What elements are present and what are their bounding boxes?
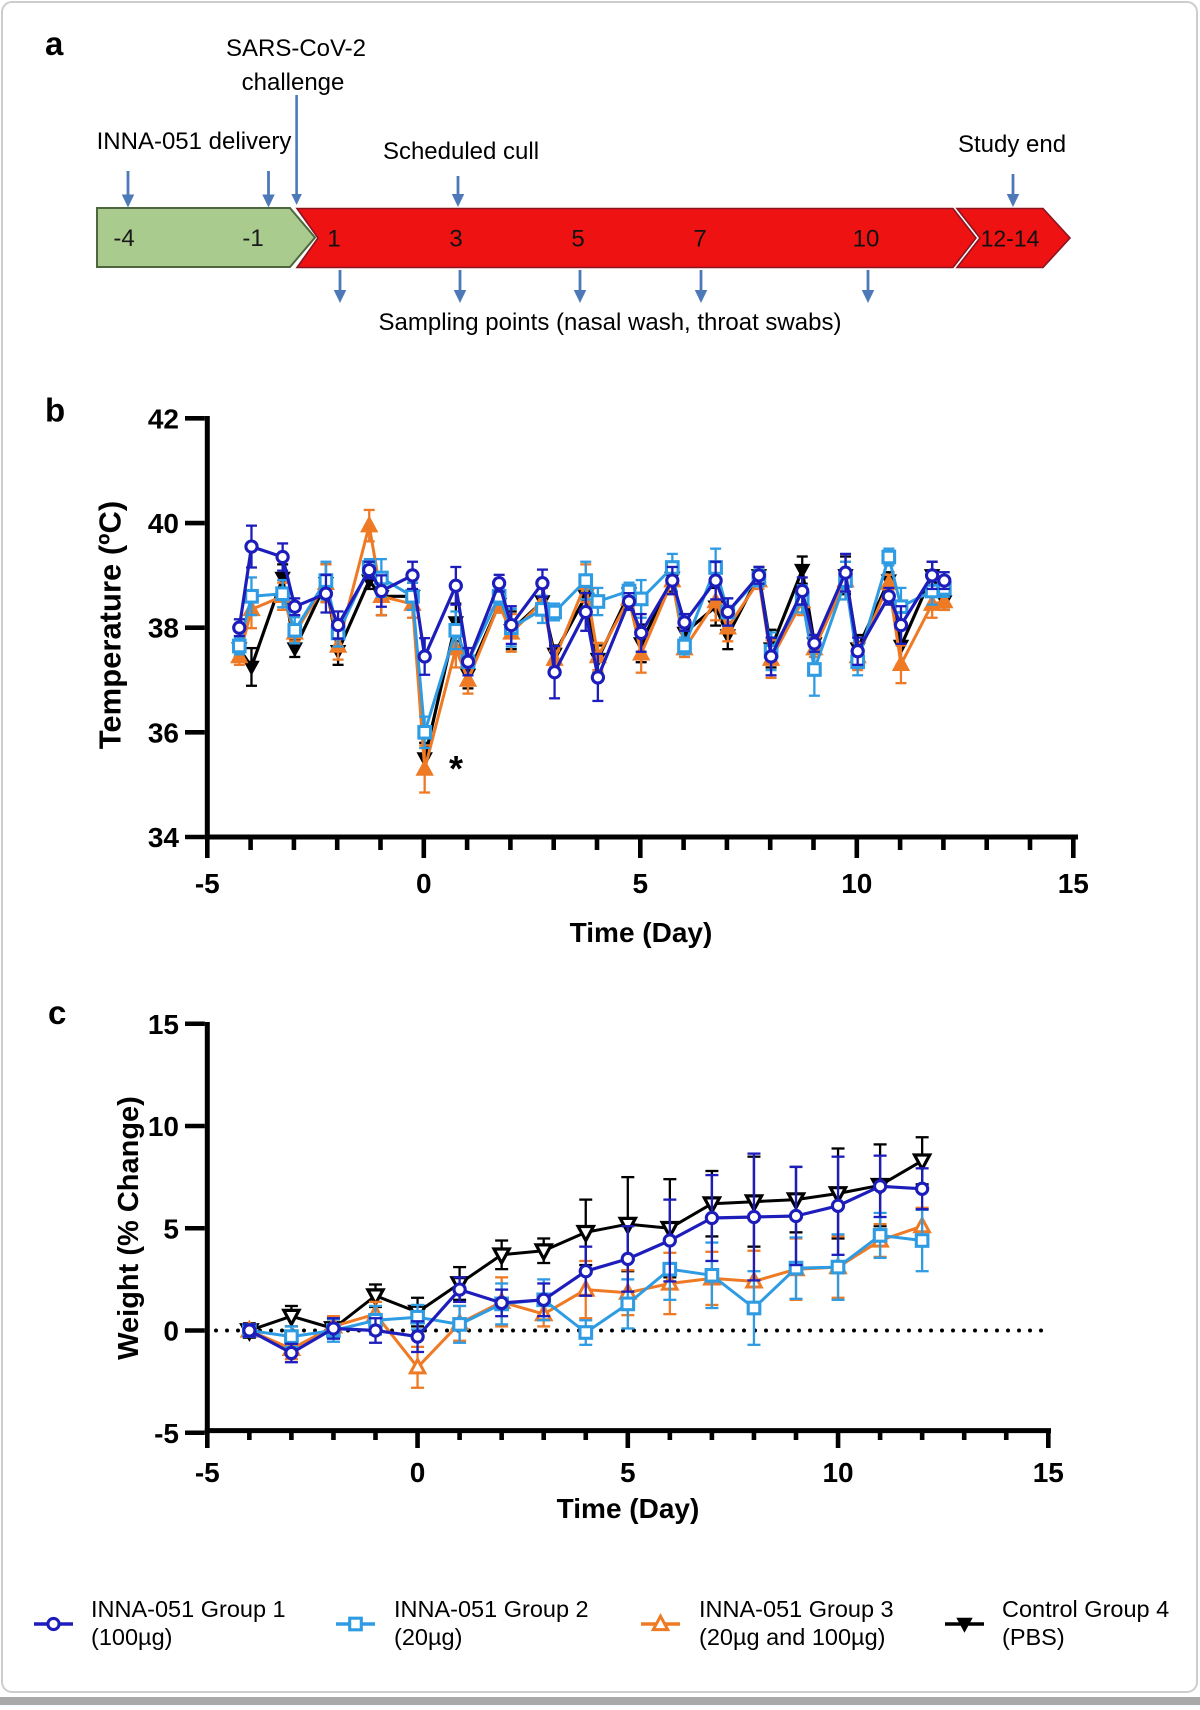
svg-text:INNA-051 Group 1: INNA-051 Group 1 xyxy=(91,1596,286,1622)
svg-text:Weight (% Change): Weight (% Change) xyxy=(113,1096,145,1360)
svg-text:0: 0 xyxy=(416,868,432,899)
svg-text:INNA-051 delivery: INNA-051 delivery xyxy=(97,128,292,155)
svg-text:7: 7 xyxy=(693,226,706,253)
svg-text:42: 42 xyxy=(148,403,179,434)
svg-text:15: 15 xyxy=(1058,868,1089,899)
svg-text:Time (Day): Time (Day) xyxy=(570,917,713,948)
svg-text:(100µg): (100µg) xyxy=(91,1624,172,1650)
svg-text:3: 3 xyxy=(449,226,462,253)
svg-text:1: 1 xyxy=(327,226,340,253)
svg-text:Control Group 4: Control Group 4 xyxy=(1002,1596,1169,1622)
svg-text:c: c xyxy=(48,994,66,1031)
svg-text:38: 38 xyxy=(148,613,179,644)
svg-text:INNA-051 Group 3: INNA-051 Group 3 xyxy=(699,1596,894,1622)
svg-text:(20µg and 100µg): (20µg and 100µg) xyxy=(699,1624,886,1650)
svg-text:0: 0 xyxy=(163,1316,179,1347)
svg-text:b: b xyxy=(45,392,65,429)
svg-text:Sampling points (nasal wash, t: Sampling points (nasal wash, throat swab… xyxy=(379,309,842,336)
svg-text:*: * xyxy=(449,748,463,789)
svg-text:-5: -5 xyxy=(154,1418,179,1449)
svg-text:-5: -5 xyxy=(195,1457,220,1488)
svg-text:-1: -1 xyxy=(242,225,263,252)
svg-text:10: 10 xyxy=(841,868,872,899)
svg-text:5: 5 xyxy=(571,226,584,253)
svg-text:5: 5 xyxy=(163,1213,179,1244)
svg-text:34: 34 xyxy=(148,822,180,853)
svg-text:12-14: 12-14 xyxy=(981,226,1040,252)
svg-text:(PBS): (PBS) xyxy=(1002,1624,1065,1650)
svg-text:Scheduled cull: Scheduled cull xyxy=(383,138,539,165)
svg-text:INNA-051 Group 2: INNA-051 Group 2 xyxy=(394,1596,589,1622)
svg-text:5: 5 xyxy=(633,868,649,899)
svg-text:5: 5 xyxy=(620,1457,636,1488)
svg-text:10: 10 xyxy=(822,1457,853,1488)
svg-text:Time (Day): Time (Day) xyxy=(557,1493,700,1524)
svg-text:Study end: Study end xyxy=(958,131,1066,158)
svg-text:10: 10 xyxy=(148,1111,179,1142)
svg-text:-4: -4 xyxy=(113,225,134,252)
svg-text:Temperature (ºC): Temperature (ºC) xyxy=(93,501,128,749)
svg-text:15: 15 xyxy=(148,1009,179,1040)
svg-text:(20µg): (20µg) xyxy=(394,1624,462,1650)
svg-text:SARS-CoV-2: SARS-CoV-2 xyxy=(226,35,366,62)
svg-text:a: a xyxy=(45,25,64,62)
svg-text:10: 10 xyxy=(853,226,880,253)
svg-text:challenge: challenge xyxy=(242,69,345,96)
svg-text:15: 15 xyxy=(1033,1457,1064,1488)
svg-text:-5: -5 xyxy=(195,868,220,899)
svg-text:36: 36 xyxy=(148,717,179,748)
svg-text:40: 40 xyxy=(148,508,179,539)
svg-text:0: 0 xyxy=(410,1457,426,1488)
